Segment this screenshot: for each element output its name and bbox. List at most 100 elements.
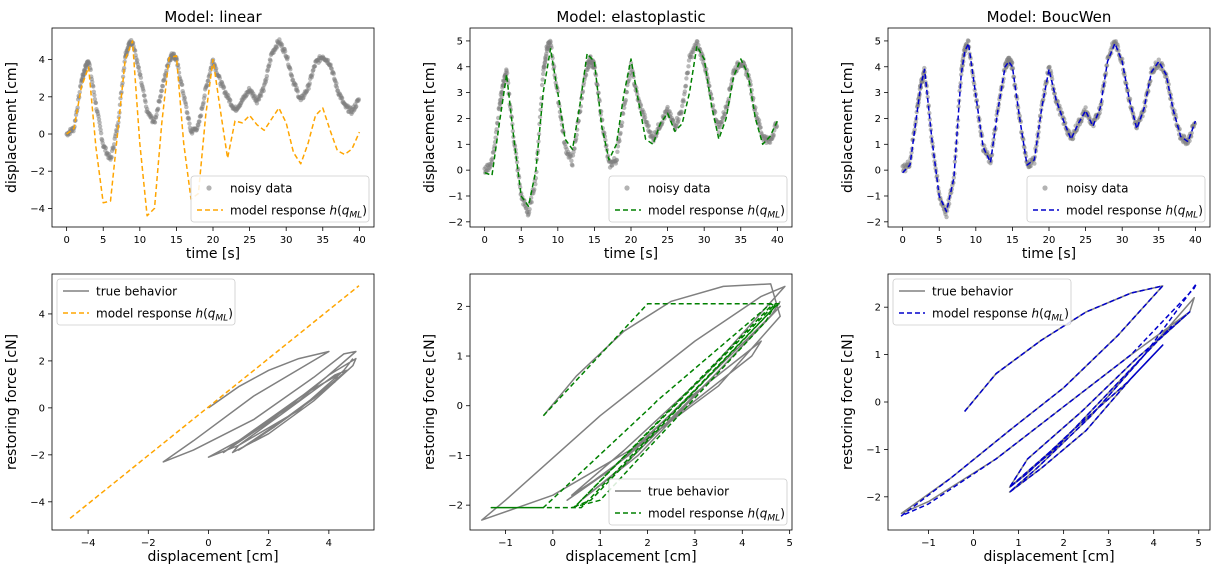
y-axis-label: displacement [cm] — [840, 62, 856, 193]
legend-label: model response h(qML) — [648, 507, 785, 524]
data-point — [1166, 82, 1171, 87]
data-point — [1015, 105, 1021, 110]
data-point — [635, 92, 640, 97]
data-point — [288, 67, 293, 72]
data-point — [1083, 105, 1088, 110]
data-point — [676, 117, 681, 122]
x-tick-label: 4 — [739, 538, 745, 549]
data-point — [1034, 143, 1039, 148]
data-point — [1041, 97, 1046, 102]
x-tick-label: 0 — [205, 538, 211, 549]
legend: true behavior model response h(qML) — [892, 278, 1072, 326]
data-point — [143, 99, 148, 105]
y-tick-label: 4 — [39, 309, 45, 320]
data-point — [1091, 123, 1096, 129]
data-point — [968, 56, 973, 61]
data-point — [609, 163, 615, 168]
data-point — [1187, 138, 1192, 143]
x-axis-label: time [s] — [604, 246, 658, 262]
data-point — [680, 103, 685, 109]
y-tick-label: 2 — [875, 114, 881, 125]
data-point — [120, 80, 125, 86]
y-tick-label: 0 — [875, 398, 881, 409]
data-point — [749, 91, 754, 97]
data-point — [111, 145, 116, 150]
legend-box — [190, 175, 370, 223]
chart-panel-3: 0 5 10 15 20 25 30 35 40 −2 −1 0 1 2 3 4 5 Model: BoucWen… — [840, 8, 1211, 262]
data-point — [934, 173, 940, 179]
data-point — [331, 71, 336, 77]
data-point — [1023, 153, 1029, 159]
y-tick-label: 0 — [39, 130, 45, 141]
data-point — [512, 143, 518, 149]
x-tick-label: 3 — [692, 538, 698, 549]
data-point — [757, 121, 762, 127]
data-point — [325, 57, 331, 63]
data-point — [114, 129, 120, 134]
data-point — [569, 158, 574, 163]
y-tick-label: −2 — [448, 501, 463, 512]
legend-marker — [206, 185, 212, 191]
data-point — [510, 121, 515, 127]
data-point — [974, 98, 980, 103]
x-tick-label: −1 — [921, 538, 936, 549]
data-point — [310, 72, 315, 77]
data-point — [164, 68, 169, 73]
y-tick-label: 1 — [457, 352, 463, 363]
data-point — [1032, 161, 1037, 166]
plot-area — [900, 38, 1198, 220]
axes-frame — [469, 273, 793, 531]
data-point — [109, 154, 114, 160]
y-tick-label: 1 — [875, 140, 881, 151]
y-tick-label: −1 — [448, 191, 463, 202]
plot-area — [482, 38, 780, 218]
x-axis-label: displacement [cm] — [565, 549, 696, 565]
data-point — [268, 58, 273, 63]
data-point — [119, 90, 124, 95]
data-point — [274, 45, 279, 50]
data-point — [178, 78, 184, 84]
plot-area — [69, 285, 360, 519]
data-point — [1119, 56, 1125, 62]
series-model-response-h-q-ml- — [66, 40, 361, 217]
data-point — [91, 84, 96, 89]
data-point — [97, 124, 103, 129]
y-tick-label: 2 — [875, 303, 881, 314]
data-point — [529, 199, 534, 205]
data-point — [539, 82, 545, 88]
data-point — [1050, 83, 1055, 88]
data-point — [1156, 57, 1161, 62]
data-point — [571, 149, 576, 155]
chart-title: Model: linear — [164, 8, 262, 26]
data-point — [103, 145, 109, 151]
chart-title: Model: elastoplastic — [556, 8, 705, 26]
legend-marker — [624, 185, 630, 191]
x-tick-label: 35 — [734, 235, 747, 246]
data-point — [159, 88, 164, 94]
x-tick-label: 2 — [1060, 538, 1066, 549]
data-point — [686, 64, 691, 69]
data-point — [121, 65, 127, 71]
data-point — [532, 187, 537, 192]
data-point — [289, 73, 295, 79]
x-tick-label: 40 — [771, 235, 784, 246]
series-line — [484, 45, 779, 208]
data-point — [926, 103, 931, 108]
legend-label: true behavior — [932, 285, 1013, 299]
series-model-response-h-q-ml- — [484, 45, 779, 208]
data-point — [930, 140, 935, 146]
data-point — [719, 119, 725, 124]
series-line — [490, 303, 781, 509]
legend-label: noisy data — [1066, 182, 1128, 196]
data-point — [538, 107, 543, 113]
data-point — [712, 109, 718, 115]
series-line — [66, 40, 361, 217]
data-point — [334, 81, 339, 86]
data-point — [951, 175, 957, 180]
data-point — [623, 97, 628, 103]
data-point — [90, 79, 95, 85]
data-point — [1104, 63, 1110, 68]
y-tick-label: 3 — [875, 88, 881, 99]
chart-panel-4: −4 −2 0 2 4 −4 −2 0 2 4 displacement [cm] restoring… — [4, 273, 375, 565]
